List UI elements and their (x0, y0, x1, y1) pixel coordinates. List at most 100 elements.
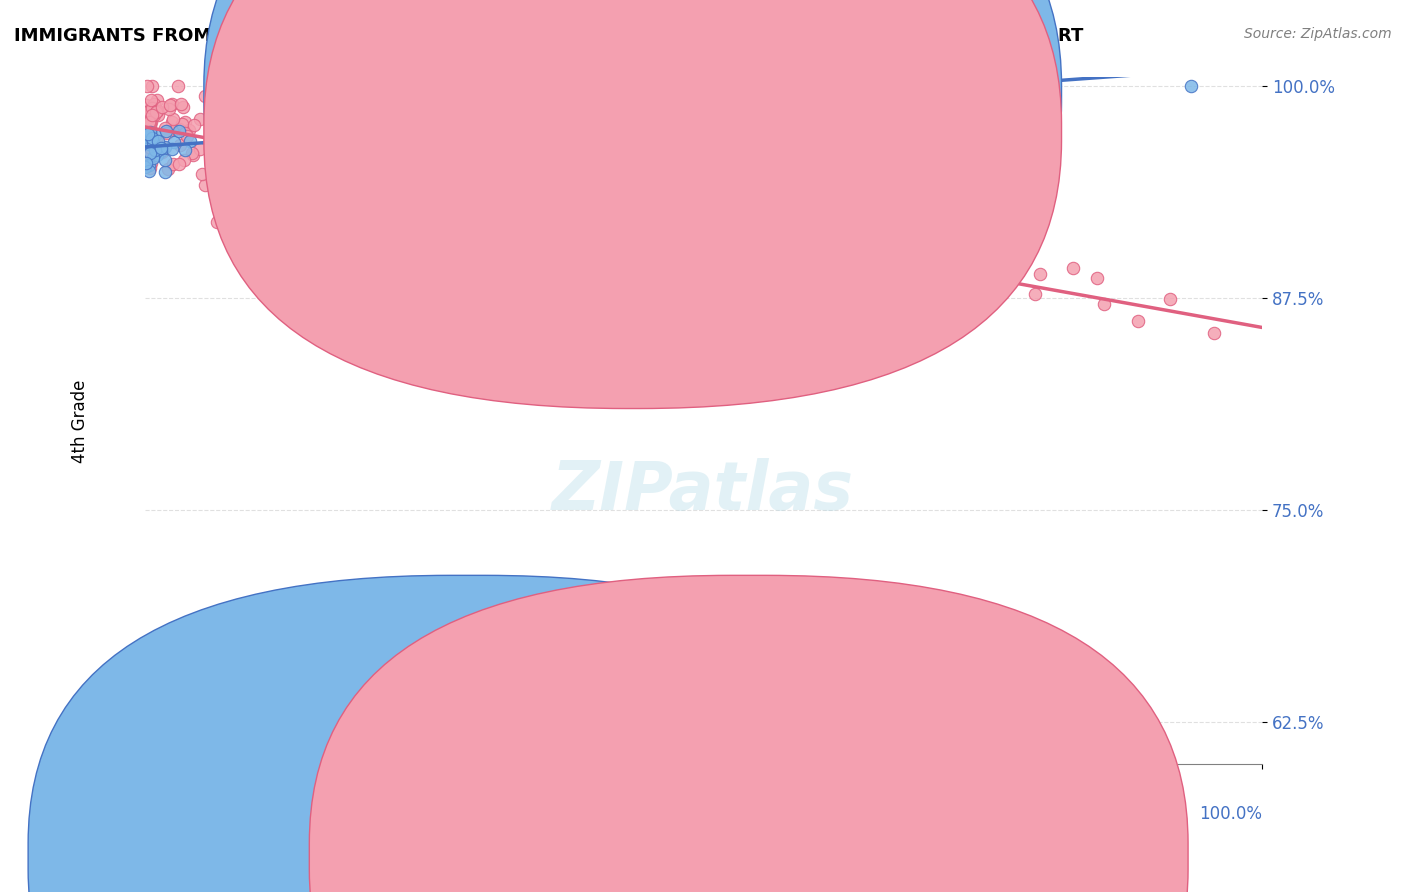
Point (188, 112, 211, 127)
Point (138, 161, 160, 176)
Point (413, 190, 436, 204)
Point (460, 106, 482, 120)
Point (146, 93, 169, 107)
Point (728, 245, 751, 260)
Point (1180, 78, 1202, 93)
Point (139, 119, 162, 133)
Point (138, 140, 160, 154)
Point (139, 115, 162, 129)
Point (162, 157, 184, 171)
Point (1062, 260, 1084, 275)
Point (202, 87, 225, 102)
Point (141, 151, 163, 165)
Point (631, 194, 654, 209)
Point (312, 103, 335, 117)
Point (141, 108, 163, 122)
Point (149, 140, 172, 154)
Point (752, 285, 775, 300)
Point (256, 131, 278, 145)
Point (148, 135, 170, 149)
Point (146, 107, 169, 121)
Point (146, 134, 169, 148)
Point (181, 148, 204, 162)
Point (135, 98, 157, 112)
Point (152, 139, 174, 153)
Point (156, 127, 179, 141)
Point (172, 117, 194, 131)
Point (201, 151, 224, 165)
Point (650, 194, 672, 209)
Point (141, 131, 163, 145)
Point (1024, 286, 1046, 301)
Point (138, 131, 160, 145)
Point (135, 130, 157, 145)
Point (247, 171, 270, 186)
Text: Source: ZipAtlas.com: Source: ZipAtlas.com (1244, 27, 1392, 41)
Point (134, 147, 156, 161)
Point (212, 114, 235, 128)
Point (138, 135, 160, 149)
Point (274, 157, 297, 171)
Point (269, 128, 291, 142)
Point (423, 189, 446, 203)
Point (163, 135, 186, 149)
Point (891, 244, 914, 259)
Point (150, 145, 173, 159)
Point (136, 128, 159, 142)
Point (634, 229, 657, 244)
Point (162, 112, 184, 126)
Point (136, 127, 159, 141)
Point (155, 124, 177, 138)
Point (292, 173, 315, 187)
Point (159, 97, 181, 112)
Text: IMMIGRANTS FROM UKRAINE VS IMMIGRANTS FROM CENTRAL AMERICA 4TH GRADE CORRELATION: IMMIGRANTS FROM UKRAINE VS IMMIGRANTS FR… (14, 27, 1084, 45)
Point (135, 156, 157, 170)
Point (352, 153, 374, 168)
Point (287, 173, 309, 187)
Point (205, 215, 228, 229)
Point (145, 104, 167, 119)
Point (233, 146, 256, 161)
Point (262, 142, 284, 156)
Point (1159, 292, 1181, 306)
Point (157, 162, 180, 177)
Point (149, 141, 172, 155)
Point (236, 136, 259, 150)
Point (238, 112, 260, 127)
Point (173, 143, 195, 157)
Point (247, 129, 270, 144)
Point (138, 103, 160, 118)
Point (1029, 267, 1052, 281)
Point (141, 101, 163, 115)
Point (576, 218, 599, 232)
Point (284, 179, 307, 194)
Point (150, 100, 173, 114)
Point (138, 136, 160, 151)
Point (249, 101, 271, 115)
Point (167, 124, 190, 138)
Point (139, 93, 162, 107)
Point (454, 98, 477, 112)
Y-axis label: 4th Grade: 4th Grade (72, 379, 89, 463)
Point (856, 78, 879, 93)
Point (145, 134, 167, 148)
Point (162, 114, 184, 128)
Point (135, 138, 157, 153)
Point (883, 245, 905, 260)
Point (173, 153, 195, 167)
Point (160, 123, 183, 137)
Point (139, 115, 162, 129)
Point (285, 145, 308, 159)
Point (628, 203, 651, 218)
Point (231, 176, 253, 190)
Point (814, 251, 837, 265)
Point (155, 140, 177, 154)
Point (420, 165, 443, 179)
Point (136, 78, 159, 93)
Point (143, 128, 166, 142)
Point (564, 137, 586, 152)
Point (188, 142, 211, 156)
Point (138, 115, 160, 129)
Point (141, 127, 163, 141)
Point (169, 138, 191, 153)
